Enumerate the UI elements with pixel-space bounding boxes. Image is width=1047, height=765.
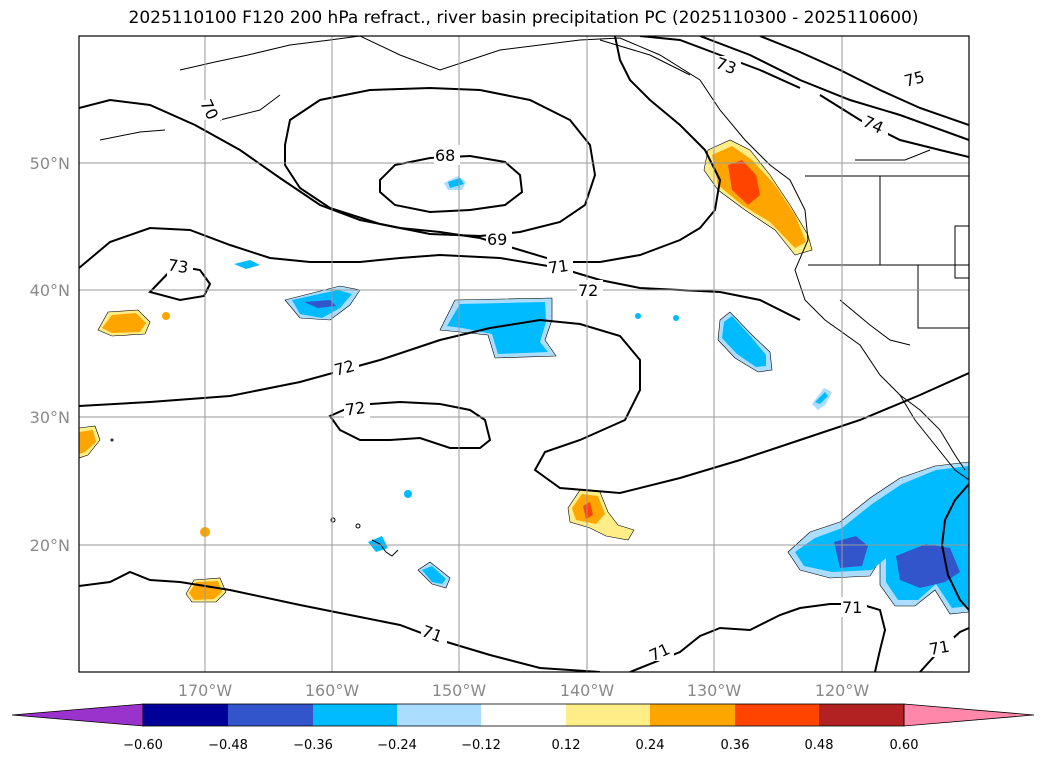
colorbar-segment [903,703,1035,727]
lon-label: 130°W [687,681,742,700]
colorbar-segment [481,704,566,726]
colorbar: −0.60 −0.48 −0.36 −0.24 −0.12 0.12 0.24 … [11,703,1035,753]
contour-label: 72 [344,398,367,420]
lon-label: 120°W [815,681,870,700]
lon-labels: 170°W 160°W 150°W 140°W 130°W 120°W [178,681,870,700]
contour-label: 72 [578,281,598,300]
coastlines [99,36,969,481]
lat-label: 30°N [30,408,70,427]
gridlines [79,36,969,672]
shaded-regions [79,139,969,615]
contour-label: 71 [547,256,570,278]
contour-label: 73 [167,255,190,277]
contour-label: 68 [435,146,455,165]
lat-label: 20°N [30,536,70,555]
islands [110,438,399,557]
contour-labels: 70 73 75 74 68 69 73 71 72 72 72 71 71 [167,53,954,665]
colorbar-tick: 0.12 [552,738,581,753]
colorbar-tick: −0.60 [123,738,163,753]
colorbar-segment [228,704,313,726]
colorbar-segment [819,704,904,726]
colorbar-tick: 0.36 [721,738,750,753]
colorbar-tick: −0.24 [377,738,417,753]
lon-label: 170°W [178,681,233,700]
colorbar-segment [735,704,819,726]
colorbar-segment [397,704,481,726]
colorbar-segment [143,704,228,726]
lon-label: 140°W [560,681,615,700]
colorbar-segment [313,704,397,726]
colorbar-tick: −0.12 [461,738,501,753]
colorbar-tick: 0.48 [805,738,834,753]
colorbar-tick: 0.24 [636,738,665,753]
lat-label: 40°N [30,281,70,300]
contour-label: 72 [332,356,357,380]
colorbar-segment [11,703,144,727]
lat-labels: 50°N 40°N 30°N 20°N [30,154,70,555]
colorbar-ticks: −0.60 −0.48 −0.36 −0.24 −0.12 0.12 0.24 … [123,738,918,753]
colorbar-tick: −0.36 [293,738,333,753]
contour-label: 71 [928,637,951,659]
lon-label: 160°W [305,681,360,700]
map-frame [78,35,970,673]
colorbar-tick: 0.60 [890,738,919,753]
colorbar-segment [650,704,735,726]
contour-label: 69 [487,230,507,249]
colorbar-tick: −0.48 [208,738,248,753]
lon-label: 150°W [432,681,487,700]
contour-label: 75 [902,67,927,91]
lat-label: 50°N [30,154,70,173]
map-title: 2025110100 F120 200 hPa refract., river … [128,8,919,28]
colorbar-segment [566,704,650,726]
contour-label: 71 [842,598,862,617]
